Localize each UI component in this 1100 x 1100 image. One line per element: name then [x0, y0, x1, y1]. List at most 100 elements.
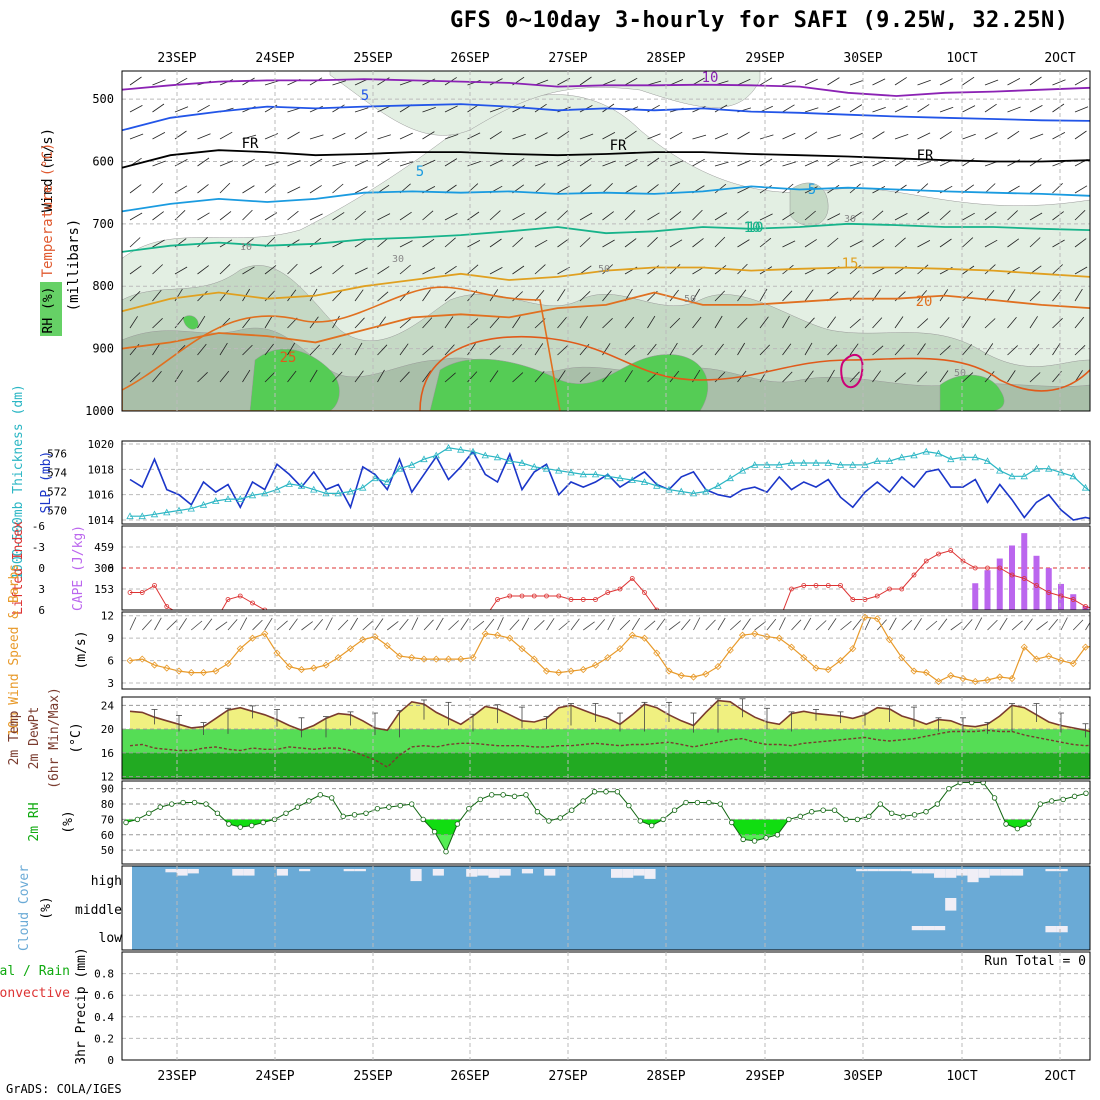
wind-barb [377, 105, 391, 113]
wind-barb [399, 240, 413, 248]
rh2m-point [294, 804, 301, 810]
wind-barb [197, 343, 207, 356]
lifted-point [801, 583, 807, 588]
millibars-label: (millibars) [66, 219, 82, 312]
rh2m-point [717, 801, 723, 807]
wind-barb [1007, 370, 1016, 383]
wind10m-point [873, 615, 881, 623]
wind-barb [219, 342, 228, 356]
wind-barb [804, 342, 813, 356]
rh2m-point [854, 816, 861, 823]
cloud-bar [276, 869, 288, 876]
wind-barb [264, 343, 274, 356]
thickness-point [273, 485, 281, 493]
contour-label: FR [242, 136, 259, 152]
rh2m-tick-label: 50 [101, 844, 114, 857]
rh2m-point [797, 813, 803, 820]
wind-barb [219, 131, 233, 140]
cloud-bar [343, 869, 355, 872]
wind-barb [354, 210, 366, 221]
wind-barb [174, 266, 188, 275]
thickness-point [444, 443, 453, 451]
wind10m-barb [215, 621, 228, 631]
wind-barb [287, 160, 301, 167]
rh2m-point [397, 802, 403, 809]
rh2m-point [454, 821, 461, 827]
wind-barb [332, 343, 342, 356]
wind-barb [714, 104, 728, 113]
wind-barb [399, 132, 413, 140]
wind-barb [647, 184, 659, 194]
contour-label: 5 [361, 88, 369, 104]
wind-barb [512, 265, 525, 275]
rh2m-point [706, 799, 712, 806]
wind10m-barb [827, 618, 837, 631]
wind-barb [422, 289, 431, 302]
lifted-point [237, 593, 243, 599]
wind-barb [287, 370, 297, 383]
wind10m-barb [876, 619, 887, 631]
wind-barb [197, 290, 208, 302]
wind-barb [534, 264, 546, 275]
precip-tick-label: 0.8 [94, 968, 114, 981]
wind10m-barb [595, 619, 606, 631]
rh2m-point [214, 810, 221, 816]
cloud-bar [922, 926, 935, 931]
wind-barb [669, 79, 684, 86]
lifted-tick-label: 0 [38, 562, 45, 575]
wind-barb [669, 211, 682, 221]
cloud-bar [243, 869, 255, 876]
thickness-point [1008, 472, 1016, 480]
rh2m-point [534, 809, 541, 815]
wind-barb [669, 317, 681, 329]
wind-barb [354, 159, 368, 167]
wind10m-point [971, 677, 979, 686]
wind-barb [1052, 343, 1061, 356]
wind10m-point [567, 667, 575, 675]
rh2m-point [946, 785, 952, 792]
lifted-point [361, 619, 365, 623]
cloud-bar [299, 869, 311, 872]
cloud-bar [989, 869, 1001, 876]
rh2m-point [934, 801, 941, 807]
wind-barb [984, 183, 996, 194]
pressure-tick-label: 500 [92, 92, 114, 106]
wind10m-barb [583, 621, 595, 631]
lifted-tick-label: -3 [32, 541, 45, 554]
wind10m-barb [987, 619, 998, 631]
thickness-point [824, 459, 832, 466]
wind-barb [264, 161, 279, 167]
rh2m-point [260, 819, 266, 826]
rh2m-point [660, 816, 666, 823]
pressure-tick-label: 600 [92, 154, 114, 168]
chart-title: GFS 0~10day 3-hourly for SAFI (9.25W, 32… [450, 8, 1069, 33]
wind-barb [1074, 238, 1087, 248]
wind-barb [872, 238, 885, 248]
rh2m-point [614, 789, 621, 795]
wind-barb [422, 370, 432, 383]
wind-barb [399, 161, 414, 167]
wind-barb [489, 106, 504, 113]
cloud-bar [354, 869, 366, 872]
thickness-point [591, 470, 600, 478]
wind10m-barb [190, 620, 203, 631]
wind-barb [579, 184, 592, 194]
wind10m-barb [570, 618, 580, 631]
dewpoint-label: 2m DewPt [27, 707, 42, 770]
wind-barb [557, 317, 567, 329]
rh2m-point [249, 822, 255, 829]
wind10m-tick-label: 3 [107, 677, 114, 690]
thickness-point [248, 491, 257, 499]
wind-barb [624, 77, 638, 86]
lifted-point [985, 565, 990, 571]
wind-barb [489, 370, 499, 383]
wind-barb [917, 211, 930, 221]
wind10m-barb [1023, 618, 1033, 631]
rh2m-tick-label: 70 [101, 813, 114, 826]
wind10m-plot [122, 613, 1090, 686]
thickness-point [1020, 472, 1028, 480]
wind-barb [782, 161, 797, 167]
wind10m-point [738, 631, 747, 639]
top-day-label: 2OCT [1044, 51, 1075, 66]
wind-barb [602, 371, 612, 383]
